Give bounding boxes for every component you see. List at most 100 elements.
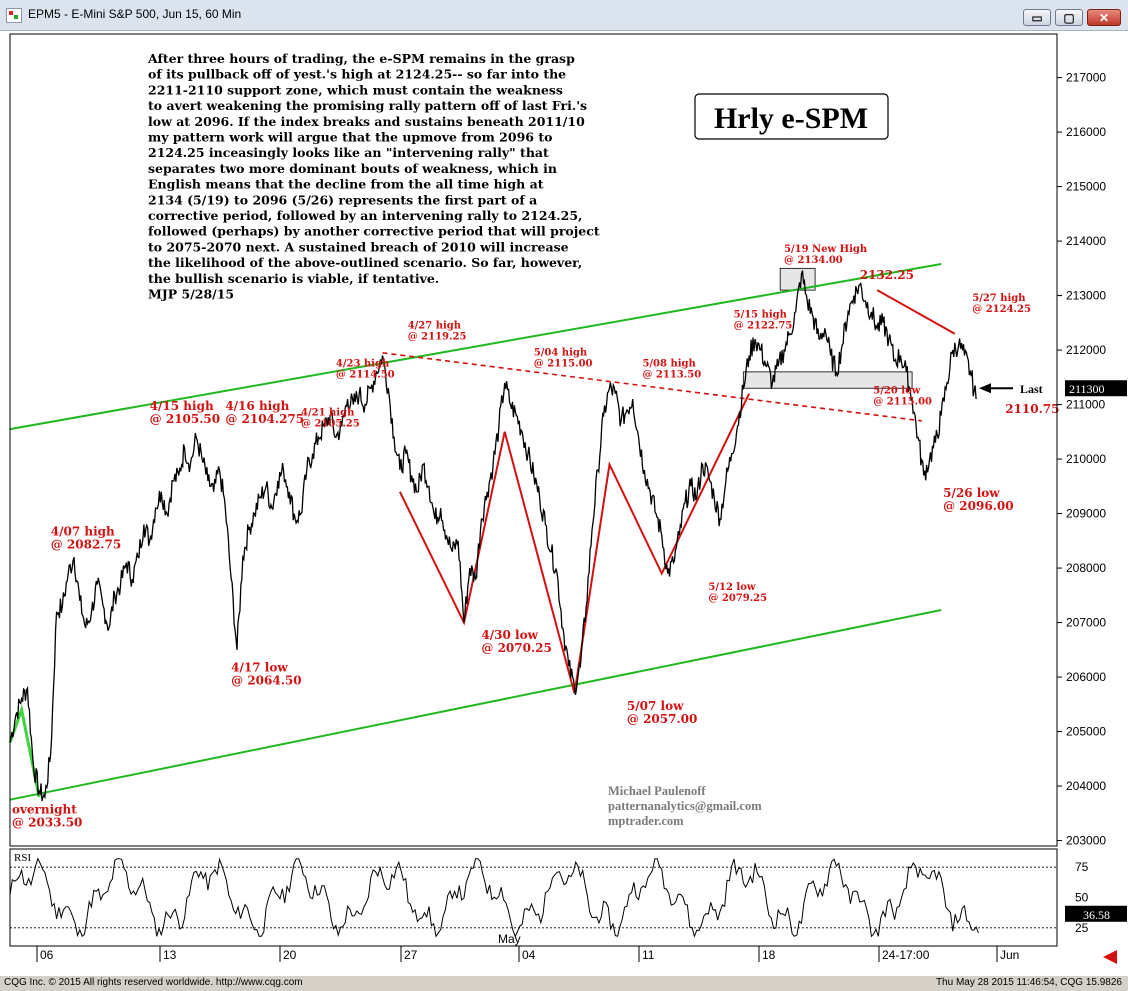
y-tick-label: 217000 — [1066, 71, 1106, 85]
commentary-line: MJP 5/28/15 — [148, 286, 234, 301]
commentary-line: my pattern work will argue that the upmo… — [148, 130, 552, 145]
y-tick-label: 208000 — [1066, 561, 1106, 575]
scroll-right-icon[interactable] — [1103, 950, 1117, 964]
y-tick-label: 215000 — [1066, 180, 1106, 194]
annotation-line: 5/08 high — [642, 358, 696, 369]
price-annotation: 5/19 New High @ 2134.00 — [784, 244, 868, 266]
chart-window[interactable]: overnight @ 2033.50 4/07 high @ 2082.75 4/15… — [0, 31, 1128, 976]
x-tick-label: 13 — [163, 948, 177, 962]
annotation-line: 4/17 low — [231, 661, 288, 675]
annotation-line: 4/23 high — [336, 358, 390, 369]
price-annotation: 5/15 high @ 2122.75 — [734, 309, 793, 331]
commentary-text: After three hours of trading, the e-SPM … — [147, 51, 600, 301]
title-box: Hrly e-SPM — [694, 93, 889, 140]
commentary-line: the bullish scenario is viable, if tenta… — [148, 271, 439, 286]
annotation-line: @ 2033.50 — [12, 815, 82, 829]
price-annotation: 4/23 high @ 2114.50 — [336, 358, 395, 380]
rsi-level-label: 50 — [1075, 891, 1089, 905]
annotation-line: 4/27 high — [408, 320, 462, 331]
commentary-line: of its pullback off of yest.'s high at 2… — [148, 67, 566, 82]
copyright-text: CQG Inc. © 2015 All rights reserved worl… — [4, 977, 303, 988]
close-button[interactable]: ✕ — [1087, 9, 1121, 26]
credit-line: mptrader.com — [608, 814, 684, 828]
commentary-line: 2124.25 inceasingly looks like an "inter… — [148, 145, 549, 160]
cqg-app-icon — [6, 8, 22, 23]
maximize-button[interactable]: ▢ — [1055, 9, 1083, 26]
annotation-line: @ 2105.50 — [150, 412, 220, 426]
upper-channel-line — [9, 262, 942, 431]
y-tick-label: 206000 — [1066, 670, 1106, 684]
rsi-level-label: 75 — [1075, 860, 1089, 874]
price-annotation: 5/12 low @ 2079.25 — [708, 582, 767, 604]
annotation-line: 5/27 high — [972, 293, 1026, 304]
price-annotation: 5/08 high @ 2113.50 — [642, 358, 701, 380]
annotation-line: 5/20 low — [873, 386, 920, 397]
timestamp-text: Thu May 28 2015 11:46:54, CQG 15.9826 — [935, 977, 1122, 988]
commentary-line: the likelihood of the above-outlined sce… — [148, 255, 582, 270]
x-tick-label: 27 — [404, 948, 418, 962]
status-bar: CQG Inc. © 2015 All rights reserved worl… — [0, 976, 1128, 991]
y-tick-label: 207000 — [1066, 616, 1106, 630]
price-annotation: 5/20 low @ 2115.00 — [873, 386, 932, 408]
y-tick-label: 216000 — [1066, 125, 1106, 139]
month-label: May — [498, 932, 521, 946]
y-tick-label: 212000 — [1066, 343, 1106, 357]
price-annotation: 4/15 high @ 2105.50 — [150, 399, 220, 426]
annotation-line: @ 2124.25 — [972, 304, 1031, 315]
annotation-line: @ 2113.50 — [642, 369, 701, 380]
chart-background — [0, 31, 1128, 976]
price-annotation: 4/21 high @ 2105.25 — [301, 407, 360, 429]
x-tick-label: 11 — [642, 948, 655, 962]
resistance-dashed-line — [382, 352, 922, 422]
annotation-line: @ 2122.75 — [734, 320, 793, 331]
annotation-line: @ 2115.00 — [873, 397, 932, 408]
annotation-line: @ 2064.50 — [231, 674, 301, 688]
price-annotation: 4/07 high @ 2082.75 — [51, 524, 121, 551]
chart-svg[interactable]: overnight @ 2033.50 4/07 high @ 2082.75 4/15… — [0, 31, 1128, 976]
author-credit: Michael Paulenoff patternanalytics@gmail.… — [608, 784, 762, 828]
annotation-line: overnight — [12, 802, 77, 816]
price-annotation: 2132.25 — [860, 268, 914, 282]
title-bar: EPM5 - E-Mini S&P 500, Jun 15, 60 Min ▭ … — [0, 0, 1128, 31]
annotation-line: 4/15 high — [150, 399, 214, 413]
price-annotation: 4/16 high @ 2104.275 — [225, 399, 304, 426]
annotation-line: 4/30 low — [481, 628, 538, 642]
price-annotation: 5/04 high @ 2115.00 — [534, 348, 593, 370]
annotation-line: @ 2082.75 — [51, 537, 121, 551]
annotation-line: 5/04 high — [534, 348, 588, 359]
x-tick-label: 20 — [283, 948, 297, 962]
x-tick-label: 06 — [40, 948, 54, 962]
y-tick-label: 214000 — [1066, 234, 1106, 248]
x-tick-label: Jun — [1000, 948, 1019, 962]
annotation-line: 5/07 low — [627, 699, 684, 713]
lower-channel-line — [9, 609, 942, 801]
price-annotation: overnight @ 2033.50 — [12, 802, 82, 829]
annotation-line: 4/16 high — [225, 399, 289, 413]
annotation-line: @ 2104.275 — [225, 412, 304, 426]
annotation-line: @ 2119.25 — [408, 331, 467, 342]
commentary-line: 2211-2110 support zone, which must conta… — [148, 82, 563, 97]
annotation-line: @ 2096.00 — [943, 499, 1013, 513]
minimize-button[interactable]: ▭ — [1023, 9, 1051, 26]
commentary-line: followed (perhaps) by another corrective… — [148, 224, 600, 239]
window-title: EPM5 - E-Mini S&P 500, Jun 15, 60 Min — [28, 7, 242, 21]
price-panel-border — [9, 33, 1058, 847]
last-arrow-icon — [979, 383, 991, 394]
credit-line: Michael Paulenoff — [608, 784, 706, 798]
price-annotation: 5/26 low @ 2096.00 — [943, 486, 1013, 513]
annotation-line: @ 2057.00 — [627, 712, 697, 726]
commentary-line: After three hours of trading, the e-SPM … — [147, 51, 575, 66]
last-price-box — [1065, 380, 1127, 397]
commentary-line: low at 2096. If the index breaks and sus… — [148, 114, 585, 129]
minimize-icon: ▭ — [1031, 10, 1043, 25]
y-tick-label: 204000 — [1066, 779, 1106, 793]
y-tick-label: 213000 — [1066, 289, 1106, 303]
price-annotation: 4/30 low @ 2070.25 — [481, 628, 551, 655]
support-zone-box — [742, 371, 913, 389]
last-price-label: 211300 — [1069, 382, 1105, 396]
rsi-label: RSI — [14, 852, 31, 864]
annotation-line: @ 2105.25 — [301, 418, 360, 429]
rsi-last-label: 36.58 — [1083, 908, 1110, 922]
last-arrow-label: Last — [1020, 382, 1043, 396]
chart-title: Hrly e-SPM — [714, 102, 868, 135]
